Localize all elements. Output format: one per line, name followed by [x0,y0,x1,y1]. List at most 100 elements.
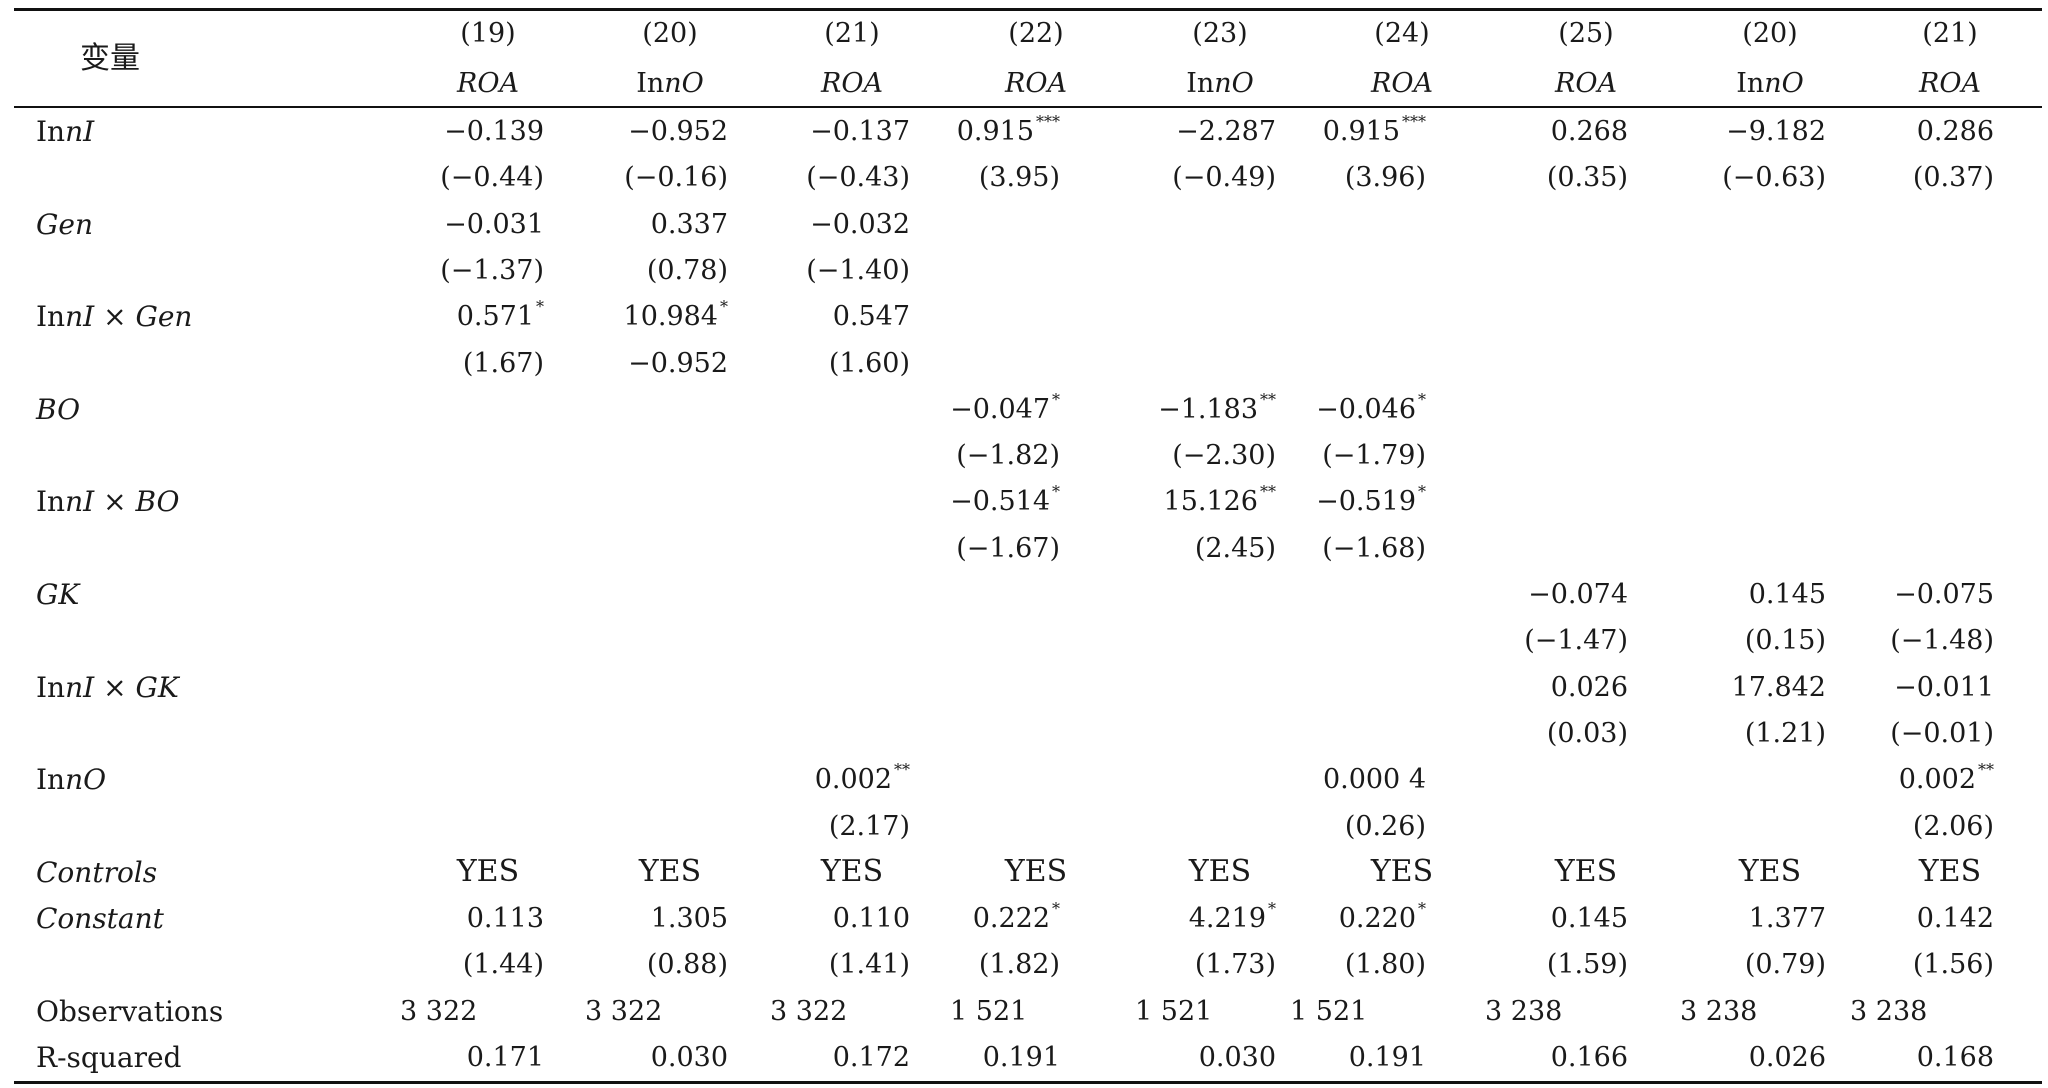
table-cell: (−0.44) [440,164,544,191]
table-cell: (1.67) [463,350,544,377]
cell-value: (−0.63) [1722,162,1826,194]
cell-value: −0.047 [950,393,1050,425]
cell-value: −1.183 [1158,393,1258,425]
table-cell: 0.915 *** [1322,114,1426,147]
cell-value: −0.031 [444,208,544,240]
cell-value: 1 521 [950,995,1028,1027]
cell-value: (−1.40) [806,254,910,286]
cell-value: 0.172 [832,1042,910,1073]
cell-value: −0.139 [444,116,544,147]
table-cell: 0.166 [1551,1044,1628,1071]
table-cell: 3 238 [1485,998,1562,1025]
cell-value: −0.952 [628,347,728,379]
table-cell: YES [1554,853,1618,889]
table-cell: −0.011 [1894,674,1994,701]
cell-value: YES [1554,853,1618,889]
column-number: (20) [1742,18,1798,49]
row-label-part: BO [135,485,180,519]
table-cell: −0.952 [628,350,728,377]
dependent-variable-prefix: In [1186,68,1215,99]
row-label: GK [36,581,79,609]
cell-value: YES [456,853,520,889]
dependent-variable-prefix: In [636,68,665,99]
table-cell: (0.37) [1913,164,1994,191]
table-cell: (3.95) [979,164,1060,191]
cell-value: (1.59) [1546,949,1628,981]
table-cell: 4.219 * [1189,901,1276,933]
column-dependent-variable: ROA [1555,70,1617,97]
row-label: Observations [36,997,223,1026]
cell-value: (2.06) [1912,810,1994,842]
column-number: (22) [1008,18,1064,49]
dependent-variable-name: nO [1214,68,1254,99]
table-cell: 0.222 * [973,901,1060,933]
top-rule [14,8,2042,11]
table-cell: (1.73) [1195,951,1276,978]
cell-value: 15.126 [1163,486,1258,518]
row-label: InnI [36,118,94,146]
table-cell: −0.075 [1894,581,1994,608]
table-cell: 3 322 [585,998,662,1025]
cell-value: 0.915 [1322,116,1400,147]
cell-value: YES [820,853,884,889]
cell-value: 0.026 [1748,1042,1826,1073]
table-cell: (1.21) [1745,720,1826,747]
table-cell: (−1.37) [440,257,544,284]
cell-value: (2.45) [1194,532,1276,564]
row-label-part: GK [135,670,179,704]
cell-value: (−1.82) [956,440,1060,472]
column-number: (24) [1374,18,1430,49]
cell-value: 10.984 [623,301,718,333]
table-cell: −0.046 * [1316,391,1426,423]
cell-value: (1.21) [1744,717,1826,749]
cell-value: (1.60) [828,347,910,379]
significance-stars: * [1418,899,1426,919]
column-number: (21) [824,18,880,49]
cell-value: YES [1004,853,1068,889]
table-cell: 0.168 [1917,1044,1994,1071]
significance-stars: * [536,297,544,317]
significance-stars: * [1052,482,1060,502]
table-cell: 0.002 ** [1899,762,1994,794]
row-label-part: In [36,763,66,797]
table-cell: (−2.30) [1172,442,1276,469]
table-cell: YES [1189,856,1251,887]
table-cell: (1.80) [1345,951,1426,978]
bottom-rule [14,1081,2042,1084]
cell-value: 1.377 [1748,903,1826,935]
significance-stars: ** [894,760,910,780]
table-cell: (−1.79) [1322,442,1426,469]
cell-value: (1.80) [1344,949,1426,981]
variable-column-header: 变量 [80,41,140,76]
cell-value: YES [1738,853,1802,889]
row-label-part: Controls [36,855,158,889]
table-cell: 1.377 [1749,905,1826,932]
table-cell: YES [820,853,884,889]
table-cell: 0.172 [833,1044,910,1071]
column-dependent-variable: ROA [457,70,519,97]
cell-value: −0.514 [950,486,1050,518]
table-cell: 0.000 4 [1323,766,1426,793]
cell-value: −0.519 [1316,486,1416,518]
table-cell: (−1.40) [806,257,910,284]
cell-value: (0.37) [1912,162,1994,194]
row-label: Gen [36,210,93,239]
table-cell: 0.145 [1551,905,1628,932]
dependent-variable-name: ROA [821,68,883,99]
cell-value: 3 322 [585,995,663,1027]
row-label-part: nI [65,485,95,519]
cell-value: (−0.43) [806,162,910,194]
row-label-part: × [94,670,136,704]
table-cell: (3.96) [1345,164,1426,191]
cell-value: 0.026 [1550,671,1628,703]
cell-value: 3 238 [1850,995,1928,1027]
row-label: InnI × GK [36,670,179,704]
table-cell: (−1.82) [956,442,1060,469]
table-cell: 0.145 [1749,581,1826,608]
cell-value: 0.000 4 [1322,764,1426,796]
cell-value: 0.191 [982,1042,1060,1073]
cell-value: (−1.67) [956,532,1060,564]
cell-value: (2.17) [828,810,910,842]
cell-value: (−0.16) [624,162,728,194]
table-cell: (1.59) [1547,951,1628,978]
